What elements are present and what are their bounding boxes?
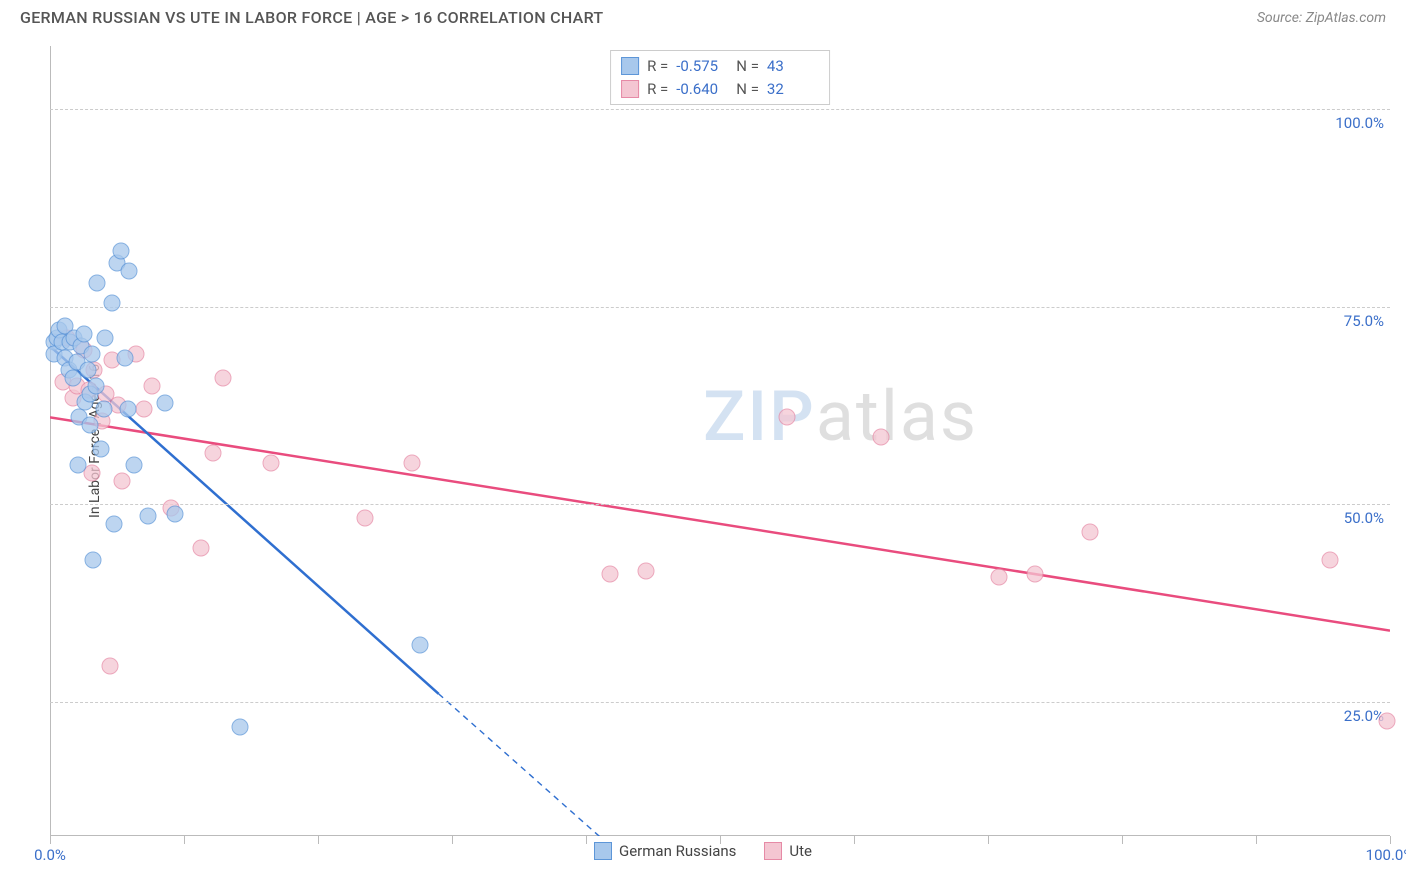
- scatter-point-german_russians: [113, 243, 130, 260]
- x-tick: [586, 836, 587, 844]
- r-label: R =: [647, 78, 668, 101]
- scatter-point-ute: [1081, 523, 1098, 540]
- scatter-point-german_russians: [95, 401, 112, 418]
- swatch-ute: [764, 842, 782, 860]
- chart-source: Source: ZipAtlas.com: [1257, 10, 1386, 26]
- y-tick-label: 50.0%: [1344, 509, 1384, 527]
- scatter-point-german_russians: [92, 440, 109, 457]
- legend-row-ute: R = -0.640 N = 32: [621, 78, 819, 101]
- swatch-german-russians: [594, 842, 612, 860]
- y-axis-line: [50, 46, 51, 836]
- scatter-point-german_russians: [126, 456, 143, 473]
- scatter-point-german_russians: [121, 263, 138, 280]
- scatter-point-ute: [1379, 713, 1396, 730]
- scatter-point-german_russians: [232, 718, 249, 735]
- watermark: ZIPatlas: [703, 376, 978, 458]
- legend-item-ute: Ute: [764, 842, 812, 860]
- chart-header: GERMAN RUSSIAN VS UTE IN LABOR FORCE | A…: [0, 0, 1406, 33]
- correlation-legend: R = -0.575 N = 43 R = -0.640 N = 32: [610, 50, 830, 105]
- scatter-point-german_russians: [82, 417, 99, 434]
- scatter-point-ute: [102, 658, 119, 675]
- scatter-point-german_russians: [70, 456, 87, 473]
- scatter-point-ute: [114, 472, 131, 489]
- chart-title: GERMAN RUSSIAN VS UTE IN LABOR FORCE | A…: [20, 8, 603, 27]
- gridline-h: [50, 307, 1390, 308]
- scatter-point-german_russians: [157, 395, 174, 412]
- scatter-point-german_russians: [117, 350, 134, 367]
- scatter-point-german_russians: [83, 346, 100, 363]
- scatter-point-german_russians: [79, 361, 96, 378]
- scatter-point-german_russians: [96, 330, 113, 347]
- scatter-point-ute: [779, 409, 796, 426]
- gridline-h: [50, 109, 1390, 110]
- trend-lines-svg: [50, 46, 1390, 836]
- scatter-point-ute: [990, 568, 1007, 585]
- scatter-point-ute: [1321, 551, 1338, 568]
- x-tick: [318, 836, 319, 844]
- x-tick: [988, 836, 989, 844]
- y-tick-label: 100.0%: [1335, 114, 1384, 132]
- scatter-point-german_russians: [84, 551, 101, 568]
- scatter-point-ute: [143, 377, 160, 394]
- scatter-point-ute: [263, 455, 280, 472]
- scatter-point-ute: [403, 455, 420, 472]
- x-tick: [1122, 836, 1123, 844]
- scatter-point-ute: [602, 565, 619, 582]
- r-label: R =: [647, 55, 668, 78]
- n-label: N =: [736, 78, 759, 101]
- scatter-point-german_russians: [75, 326, 92, 343]
- x-tick: [50, 836, 51, 844]
- scatter-point-ute: [193, 539, 210, 556]
- n-value-ute: 32: [767, 78, 819, 101]
- n-label: N =: [736, 55, 759, 78]
- scatter-point-german_russians: [411, 636, 428, 653]
- swatch-german-russians: [621, 57, 639, 75]
- scatter-point-ute: [638, 563, 655, 580]
- y-tick-label: 75.0%: [1344, 312, 1384, 330]
- scatter-point-german_russians: [139, 508, 156, 525]
- scatter-point-ute: [214, 369, 231, 386]
- scatter-point-german_russians: [166, 506, 183, 523]
- x-tick: [1256, 836, 1257, 844]
- scatter-point-ute: [135, 401, 152, 418]
- legend-row-german-russians: R = -0.575 N = 43: [621, 55, 819, 78]
- watermark-part2: atlas: [816, 376, 978, 458]
- watermark-part1: ZIP: [703, 376, 816, 458]
- r-value-german-russians: -0.575: [676, 55, 728, 78]
- series-legend: German Russians Ute: [594, 842, 812, 860]
- r-value-ute: -0.640: [676, 78, 728, 101]
- x-tick: [184, 836, 185, 844]
- scatter-point-ute: [1026, 565, 1043, 582]
- x-tick-label: 100.0%: [1366, 846, 1406, 864]
- legend-label-german-russians: German Russians: [619, 842, 736, 860]
- scatter-point-german_russians: [103, 294, 120, 311]
- scatter-point-german_russians: [106, 515, 123, 532]
- x-tick: [854, 836, 855, 844]
- n-value-german-russians: 43: [767, 55, 819, 78]
- scatter-point-german_russians: [119, 401, 136, 418]
- x-tick-label: 0.0%: [34, 846, 66, 864]
- gridline-h: [50, 702, 1390, 703]
- legend-item-german-russians: German Russians: [594, 842, 736, 860]
- scatter-point-ute: [872, 429, 889, 446]
- chart-area: In Labor Force | Age > 16 R = -0.575 N =…: [50, 46, 1390, 836]
- scatter-point-german_russians: [87, 377, 104, 394]
- scatter-point-german_russians: [88, 275, 105, 292]
- x-tick: [452, 836, 453, 844]
- legend-label-ute: Ute: [789, 842, 812, 860]
- x-tick: [1390, 836, 1391, 844]
- swatch-ute: [621, 80, 639, 98]
- scatter-point-ute: [205, 444, 222, 461]
- scatter-point-ute: [356, 510, 373, 527]
- gridline-h: [50, 504, 1390, 505]
